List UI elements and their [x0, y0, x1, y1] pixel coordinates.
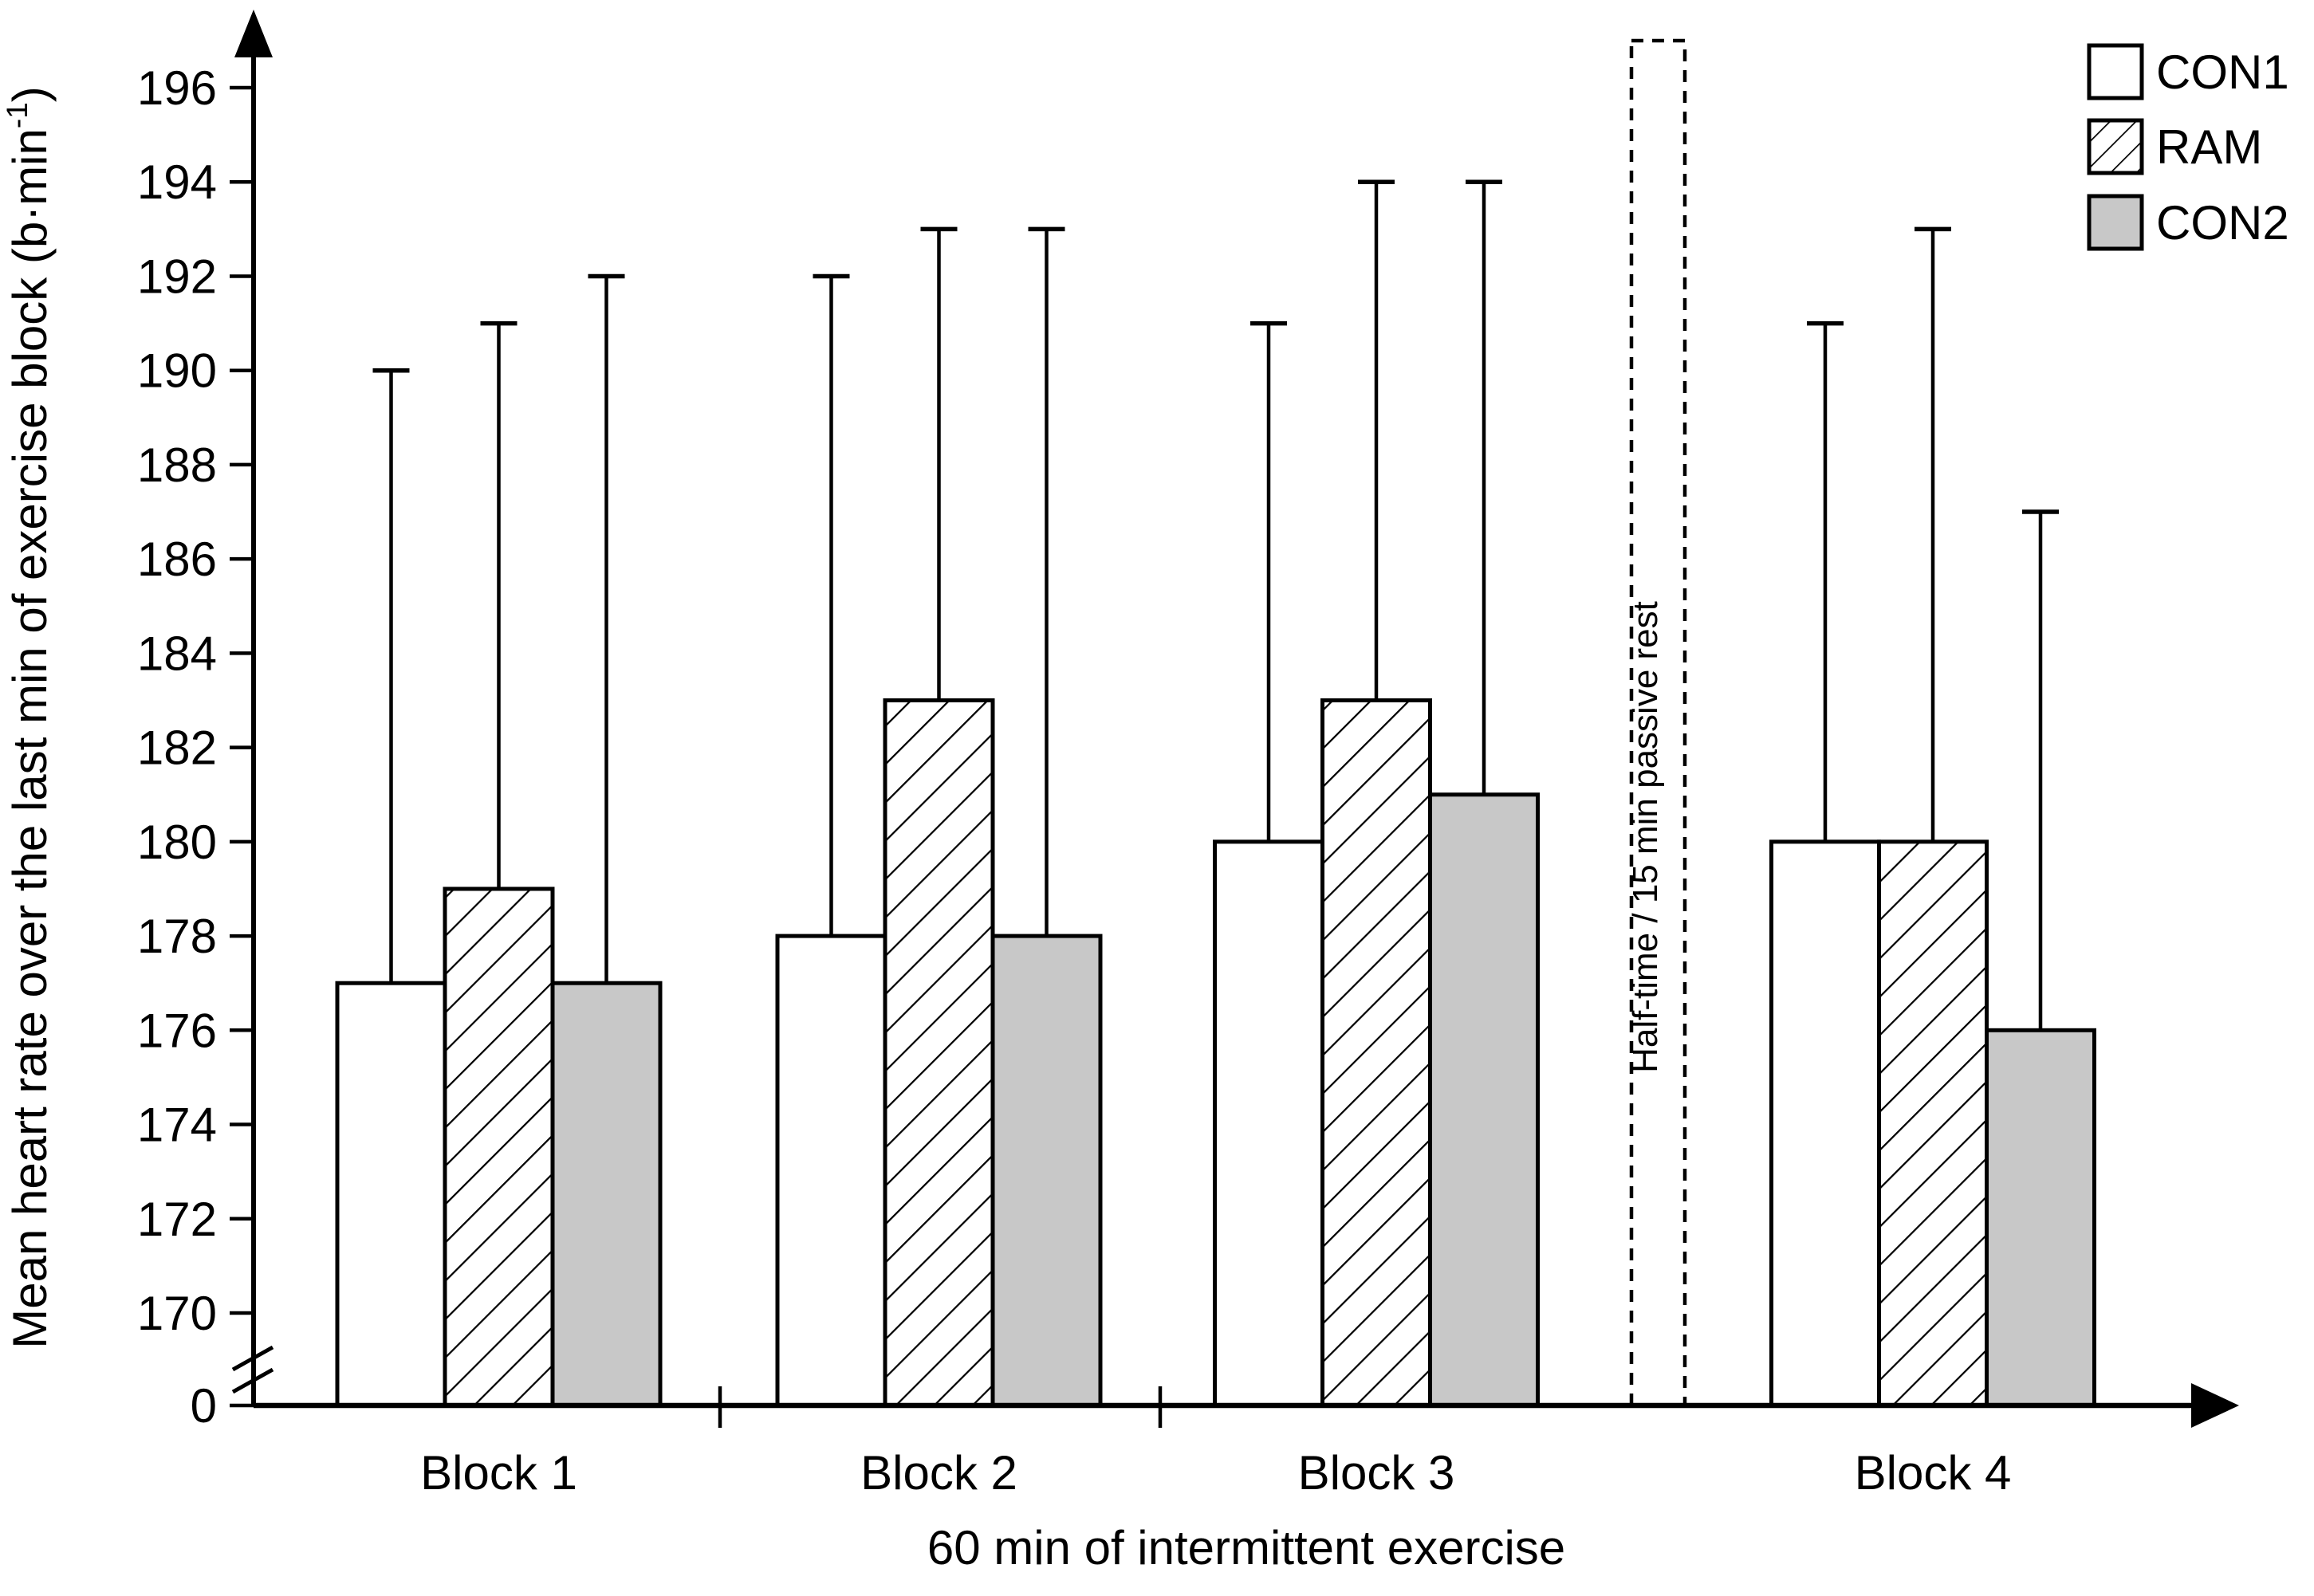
- y-tick-label-188: 188: [137, 438, 217, 492]
- bar-RAM-block-2: [883, 698, 995, 1408]
- y-tick-label-194: 194: [137, 155, 217, 209]
- y-tick-label-172: 172: [137, 1193, 217, 1246]
- y-tick-label-174: 174: [137, 1099, 217, 1152]
- bar-CON1-block-4: [1769, 839, 1881, 1408]
- bar-RAM-block-3: [1320, 698, 1432, 1408]
- bar-CON1-block-2: [775, 934, 887, 1408]
- x-category-label-3: Block 3: [1298, 1446, 1455, 1500]
- legend-label-CON2: CON2: [2156, 196, 2289, 250]
- y-tick-label-192: 192: [137, 250, 217, 303]
- bar-RAM-block-4: [1877, 839, 1989, 1408]
- x-axis-arrowhead: [2191, 1383, 2239, 1428]
- x-category-label-2: Block 2: [860, 1446, 1017, 1500]
- legend-label-CON1: CON1: [2156, 45, 2289, 99]
- legend-label-RAM: RAM: [2156, 120, 2262, 174]
- y-tick-label-196: 196: [137, 61, 217, 115]
- y-tick-label-186: 186: [137, 533, 217, 586]
- bar-CON1-block-1: [335, 981, 447, 1408]
- legend-swatch-CON1: [2087, 43, 2144, 100]
- half-time-annotation: Half-time / 15 min passive rest: [1626, 601, 1665, 1073]
- y-tick-label-176: 176: [137, 1004, 217, 1057]
- bar-CON2-block-3: [1428, 792, 1540, 1408]
- bar-CON1-block-3: [1213, 839, 1324, 1408]
- bar-CON2-block-1: [550, 981, 663, 1408]
- y-axis-title: Mean heart rate over the last min of exe…: [1, 86, 57, 1349]
- x-category-label-4: Block 4: [1855, 1446, 2012, 1500]
- y-tick-label-180: 180: [137, 816, 217, 869]
- y-axis-arrowhead: [234, 10, 273, 57]
- bar-CON2-block-4: [1985, 1028, 2096, 1408]
- x-axis-title: 60 min of intermittent exercise: [927, 1521, 1565, 1574]
- legend-swatch-RAM: [2087, 118, 2144, 175]
- y-tick-label-190: 190: [137, 344, 217, 398]
- legend-swatch-CON2: [2087, 194, 2144, 251]
- half-time-dashed-bar: [1629, 38, 1687, 1408]
- y-tick-label-182: 182: [137, 721, 217, 775]
- y-tick-label-178: 178: [137, 910, 217, 963]
- bar-RAM-block-1: [443, 886, 555, 1408]
- y-axis-break-upper: [231, 1345, 274, 1372]
- bar-CON2-block-2: [990, 934, 1103, 1408]
- y-tick-label-170: 170: [137, 1287, 217, 1340]
- y-tick-label-184: 184: [137, 627, 217, 680]
- x-category-label-1: Block 1: [420, 1446, 577, 1500]
- y-tick-label-0: 0: [191, 1379, 217, 1433]
- y-axis-break-lower: [231, 1367, 274, 1394]
